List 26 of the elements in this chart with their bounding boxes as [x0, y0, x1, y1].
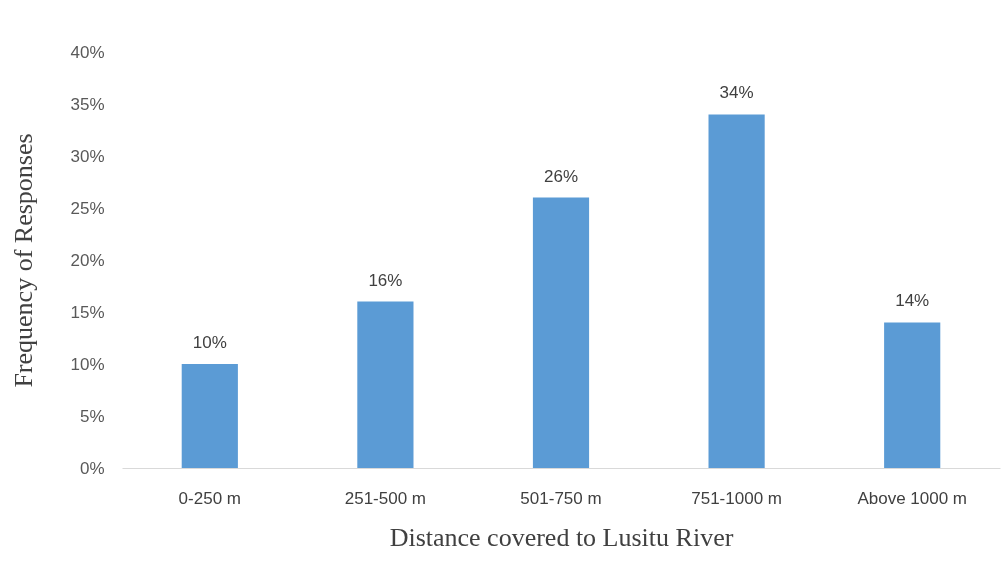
y-tick-label: 40%	[70, 42, 105, 62]
x-tick-label: 0-250 m	[178, 488, 241, 508]
bar	[884, 322, 941, 468]
y-tick-label: 5%	[79, 406, 105, 426]
x-tick-label: 501-750 m	[520, 488, 602, 508]
x-tick-label: 251-500 m	[344, 488, 427, 508]
data-label: 26%	[543, 166, 579, 186]
data-label: 14%	[895, 291, 930, 311]
bar	[708, 114, 765, 468]
x-tick-label: 751-1000 m	[691, 488, 782, 508]
x-axis-title: Distance covered to Lusitu River	[389, 522, 734, 552]
y-tick-label: 15%	[70, 302, 105, 322]
data-label: 34%	[719, 83, 754, 103]
bar	[181, 364, 238, 468]
y-tick-label: 35%	[70, 94, 105, 114]
y-tick-label: 30%	[70, 146, 105, 166]
x-tick-label: Above 1000 m	[857, 488, 968, 508]
y-axis-title: Frequency of Responses	[8, 133, 38, 388]
y-tick-label: 25%	[70, 198, 105, 218]
y-tick-label: 20%	[70, 250, 105, 270]
bar	[357, 301, 414, 468]
data-label: 16%	[368, 270, 403, 290]
y-tick-label: 10%	[70, 354, 105, 374]
data-label: 10%	[192, 333, 227, 352]
y-tick-label: 0%	[79, 458, 105, 478]
bar	[532, 197, 590, 468]
